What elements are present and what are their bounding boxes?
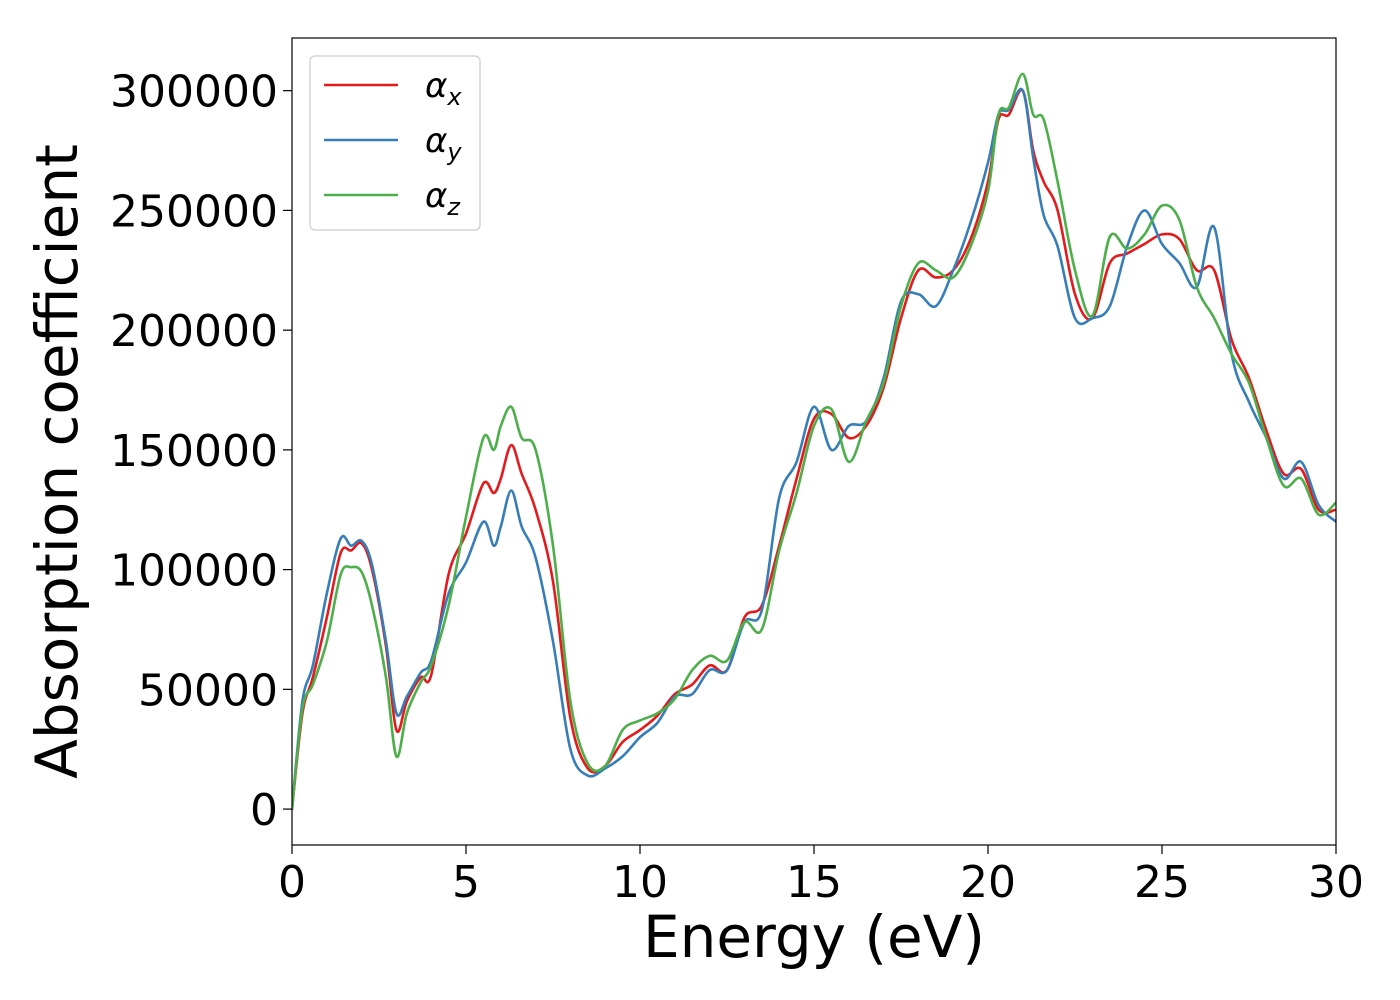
x-tick-label: 10 bbox=[612, 857, 668, 908]
x-tick-label: 25 bbox=[1134, 857, 1190, 908]
x-tick-label: 30 bbox=[1308, 857, 1364, 908]
x-tick-label: 5 bbox=[452, 857, 480, 908]
legend-box bbox=[309, 55, 481, 231]
y-tick-label: 200000 bbox=[110, 306, 278, 357]
legend-item-y: αy bbox=[324, 121, 462, 166]
y-tick-label: 0 bbox=[250, 785, 278, 836]
legend-item-x: αx bbox=[324, 66, 462, 111]
x-tick-label: 15 bbox=[786, 857, 842, 908]
legend-item-z: αz bbox=[324, 176, 461, 221]
y-tick-label: 250000 bbox=[110, 186, 278, 237]
legend-label: αx bbox=[425, 66, 462, 111]
x-axis-ticks: 0 5 10 15 20 25 30 bbox=[278, 845, 1364, 908]
y-tick-label: 150000 bbox=[110, 426, 278, 477]
y-tick-label: 50000 bbox=[138, 665, 278, 716]
legend-entries: αx αy αz bbox=[324, 66, 462, 221]
y-tick-label: 100000 bbox=[110, 546, 278, 597]
x-axis-label: Energy (eV) bbox=[643, 903, 985, 971]
series-line-z bbox=[292, 72, 1336, 811]
x-tick-label: 0 bbox=[278, 857, 306, 908]
series-line-x bbox=[292, 88, 1336, 811]
y-axis-ticks: 0 50000 100000 150000 200000 250000 300000 bbox=[110, 67, 292, 836]
legend-label: αz bbox=[425, 176, 461, 221]
series-layer bbox=[292, 72, 1336, 811]
series-line-y bbox=[292, 87, 1336, 811]
y-axis-label: Absorption coefficient bbox=[23, 144, 91, 779]
x-tick-label: 20 bbox=[960, 857, 1016, 908]
y-tick-label: 300000 bbox=[110, 67, 278, 118]
legend: αx αy αz bbox=[309, 55, 481, 231]
legend-label: αy bbox=[425, 121, 462, 166]
